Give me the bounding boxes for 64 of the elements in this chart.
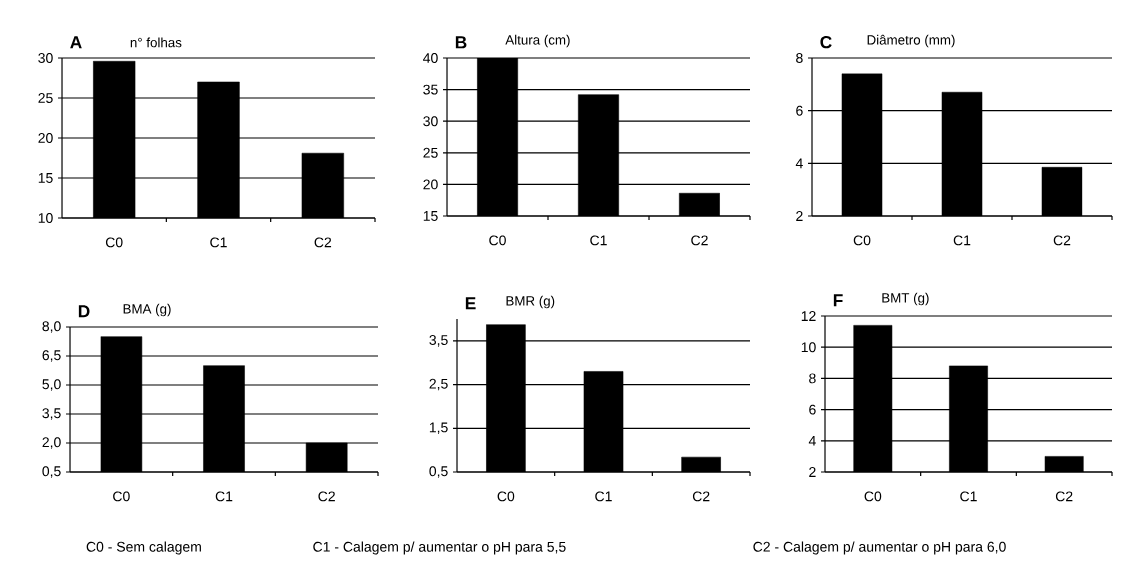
- chart-title: Diâmetro (mm): [867, 34, 955, 48]
- x-tick-label: C2: [1053, 235, 1071, 246]
- y-tick-label: 20: [38, 133, 53, 143]
- y-tick-label: 2: [809, 467, 816, 477]
- x-tick-label: C0: [105, 237, 123, 248]
- y-tick-label: 30: [423, 116, 438, 127]
- x-tick-label: C0: [864, 491, 882, 502]
- y-tick-label: 4: [808, 435, 816, 446]
- y-tick-label: 0,5: [429, 466, 448, 478]
- x-tick-label: C0: [497, 491, 515, 502]
- x-tick-label: C2: [318, 491, 335, 502]
- y-tick-label: 2,5: [429, 378, 448, 391]
- x-tick-label: C2: [691, 235, 708, 246]
- x-tick-label: C0: [853, 235, 871, 246]
- y-tick-label: 12: [801, 311, 816, 321]
- y-tick-label: 25: [38, 93, 53, 103]
- y-tick-label: 8: [809, 373, 816, 384]
- y-tick-label: 15: [423, 211, 438, 221]
- y-tick-label: 6: [809, 404, 816, 415]
- y-tick-label: 5,0: [42, 379, 61, 391]
- y-tick-label: 8,0: [42, 321, 61, 333]
- text: C1 - Calagem p/ aumentar o pH para 5,5: [313, 541, 566, 555]
- text: C0 - Sem calagem: [86, 541, 201, 555]
- text: B: [455, 36, 467, 49]
- chart-title: Altura (cm): [505, 34, 570, 48]
- y-tick-label: 35: [423, 84, 438, 95]
- y-tick-label: 6: [796, 105, 803, 116]
- y-tick-label: 10: [801, 342, 816, 353]
- chart-title: BMA (g): [123, 303, 171, 317]
- text: A: [70, 36, 82, 49]
- x-tick-label: C0: [113, 491, 130, 502]
- x-tick-label: C1: [960, 491, 977, 502]
- x-tick-label: C0: [489, 235, 506, 246]
- x-tick-label: C1: [210, 237, 227, 248]
- text: E: [465, 297, 476, 310]
- y-tick-label: 15: [38, 173, 53, 183]
- y-tick-label: 20: [423, 179, 438, 190]
- y-tick-label: 6,5: [42, 350, 61, 362]
- y-tick-label: 4: [795, 158, 803, 169]
- y-tick-label: 10: [38, 213, 53, 223]
- y-tick-label: 2: [796, 211, 803, 221]
- x-tick-label: C2: [1055, 491, 1073, 502]
- text: C2 - Calagem p/ aumentar o pH para 6,0: [753, 541, 1006, 555]
- chart-title: BMR (g): [506, 295, 555, 309]
- y-tick-label: 40: [423, 53, 438, 63]
- text: C: [820, 36, 832, 49]
- x-tick-label: C1: [590, 235, 607, 246]
- y-tick-label: 0,5: [42, 466, 61, 478]
- x-tick-label: C1: [595, 491, 612, 502]
- x-tick-label: C2: [692, 491, 710, 502]
- x-tick-label: C2: [314, 237, 332, 248]
- x-tick-label: C1: [215, 491, 233, 502]
- chart-title: BMT (g): [882, 292, 929, 306]
- y-tick-label: 3,5: [42, 408, 61, 420]
- chart-title: n° folhas: [130, 37, 182, 48]
- y-tick-label: 30: [38, 53, 53, 63]
- y-tick-label: 8: [796, 53, 803, 63]
- y-tick-label: 2,0: [42, 437, 61, 449]
- x-tick-label: C1: [953, 235, 971, 246]
- y-tick-label: 1,5: [429, 422, 448, 434]
- text: D: [78, 305, 90, 318]
- y-tick-label: 3,5: [429, 335, 448, 347]
- y-tick-label: 25: [423, 147, 438, 158]
- text: F: [833, 294, 843, 307]
